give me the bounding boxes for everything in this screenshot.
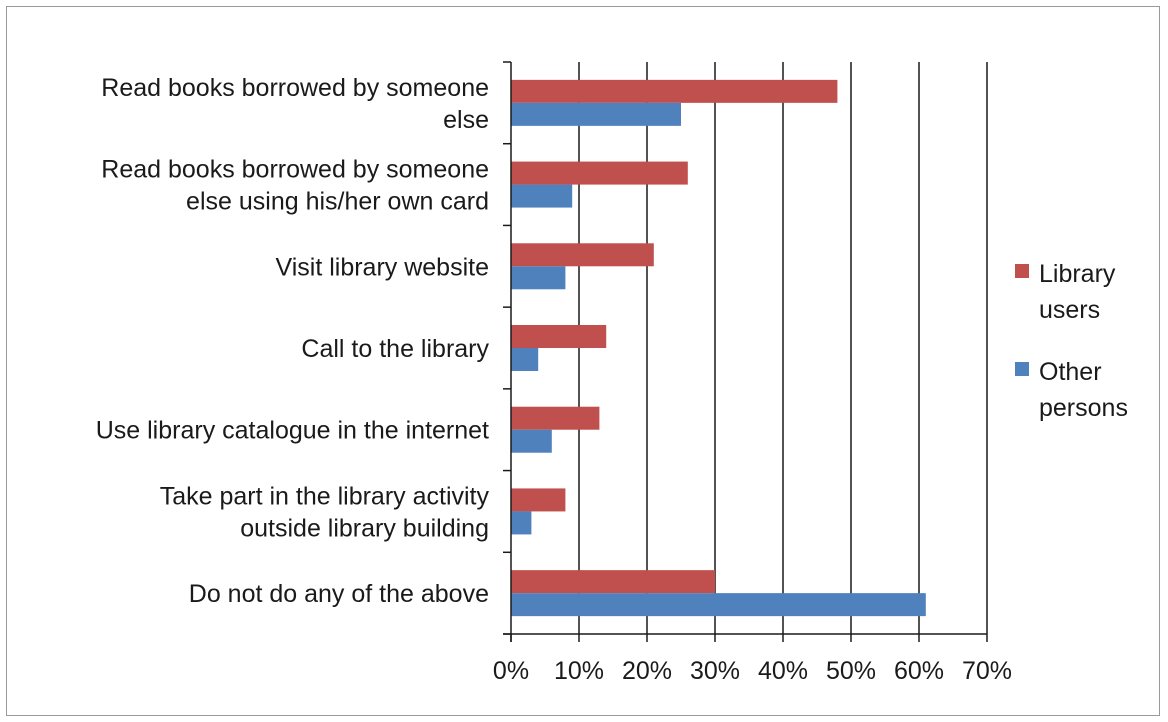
bar-library-users-3 <box>511 325 607 348</box>
category-label-line: Visit library website <box>275 253 489 281</box>
x-tick-label-6: 60% <box>894 657 944 685</box>
bar-other-persons-3 <box>511 348 539 371</box>
x-tick-label-3: 30% <box>690 657 740 685</box>
category-label-line: else using his/her own card <box>186 188 489 216</box>
legend-label-line: Other <box>1039 358 1102 386</box>
legend: Library users Other persons <box>1015 260 1128 422</box>
category-label-5: Take part in the library activity outside… <box>160 482 490 542</box>
bar-other-persons-6 <box>511 593 926 617</box>
category-label-line: Read books borrowed by someone <box>101 156 489 184</box>
category-label-line: Use library catalogue in the internet <box>96 417 489 445</box>
bar-other-persons-0 <box>511 102 681 126</box>
bar-library-users-5 <box>511 488 566 512</box>
x-tick-label-7: 70% <box>962 657 1012 685</box>
category-label-1: Read books borrowed by someone else using… <box>101 156 489 216</box>
category-label-line: outside library building <box>240 514 489 542</box>
bar-library-users-2 <box>511 243 654 267</box>
bar-library-users-6 <box>511 570 715 594</box>
legend-swatch-other-persons <box>1015 362 1029 376</box>
category-label-3: Call to the library <box>301 335 489 363</box>
legend-label-line: Library <box>1039 260 1116 288</box>
bar-library-users-0 <box>511 79 838 103</box>
category-label-6: Do not do any of the above <box>189 580 489 608</box>
legend-label-other-persons: Other persons <box>1039 358 1128 422</box>
bars <box>511 79 926 617</box>
legend-label-line: users <box>1039 296 1100 324</box>
bar-library-users-4 <box>511 406 600 430</box>
legend-label-line: persons <box>1039 394 1128 422</box>
axes <box>503 61 988 642</box>
x-tick-label-4: 40% <box>758 657 808 685</box>
bar-other-persons-2 <box>511 266 566 290</box>
category-label-line: Take part in the library activity <box>160 482 490 510</box>
category-label-line: Do not do any of the above <box>189 580 489 608</box>
bar-library-users-1 <box>511 161 688 185</box>
legend-swatch-library-users <box>1015 264 1029 278</box>
category-label-line: else <box>443 106 489 134</box>
grid-lines <box>578 62 988 634</box>
category-label-4: Use library catalogue in the internet <box>96 417 489 445</box>
x-tick-label-1: 10% <box>554 657 604 685</box>
category-label-line: Call to the library <box>301 335 489 363</box>
x-tick-labels: 0% 10% 20% 30% 40% 50% 60% 70% <box>493 657 1012 685</box>
category-label-2: Visit library website <box>275 253 489 281</box>
category-label-0: Read books borrowed by someone else <box>101 74 489 134</box>
bar-other-persons-5 <box>511 511 532 535</box>
legend-label-library-users: Library users <box>1039 260 1116 324</box>
category-label-line: Read books borrowed by someone <box>101 74 489 102</box>
bar-other-persons-1 <box>511 184 573 208</box>
bar-other-persons-4 <box>511 429 552 453</box>
x-tick-label-5: 50% <box>826 657 876 685</box>
x-tick-label-2: 20% <box>622 657 672 685</box>
x-tick-label-0: 0% <box>493 657 529 685</box>
